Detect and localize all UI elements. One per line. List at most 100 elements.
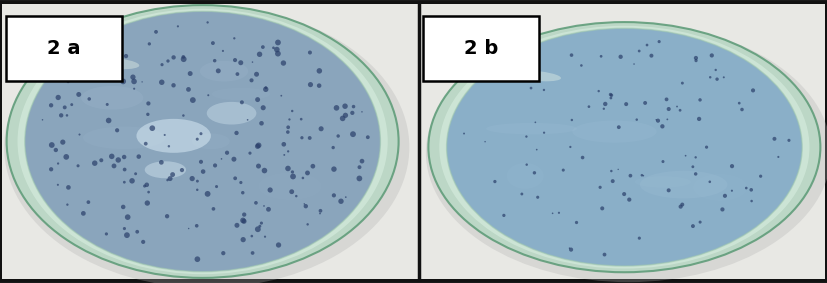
Point: [138, 184, 151, 188]
Point: [332, 134, 345, 138]
Point: [717, 75, 730, 80]
Ellipse shape: [136, 119, 211, 153]
Point: [182, 226, 195, 231]
Point: [652, 118, 665, 123]
Ellipse shape: [83, 127, 165, 149]
Point: [314, 127, 327, 131]
FancyBboxPatch shape: [423, 16, 539, 81]
Point: [694, 220, 707, 224]
Point: [155, 80, 169, 85]
Point: [119, 54, 132, 58]
Point: [515, 192, 528, 196]
Point: [565, 247, 578, 252]
Point: [45, 103, 58, 108]
Point: [206, 41, 219, 45]
Point: [289, 194, 303, 198]
Point: [230, 131, 243, 135]
Point: [628, 62, 641, 66]
Point: [306, 164, 319, 168]
Point: [171, 24, 184, 29]
Point: [141, 201, 154, 205]
Point: [339, 113, 352, 118]
Point: [479, 140, 492, 144]
Point: [564, 145, 577, 149]
Point: [689, 155, 702, 160]
Point: [531, 195, 544, 200]
Point: [618, 192, 631, 196]
Point: [606, 179, 619, 183]
Point: [595, 54, 608, 59]
Point: [327, 145, 340, 150]
Point: [185, 176, 198, 181]
Point: [252, 143, 265, 147]
Ellipse shape: [25, 11, 380, 272]
Point: [228, 58, 241, 62]
Point: [146, 126, 159, 130]
Ellipse shape: [88, 57, 139, 69]
Point: [327, 193, 341, 198]
Point: [518, 76, 531, 80]
Point: [237, 218, 250, 223]
Point: [645, 53, 658, 58]
Point: [719, 194, 732, 198]
Point: [689, 56, 702, 60]
Point: [744, 188, 758, 192]
Point: [662, 107, 676, 111]
Point: [155, 63, 169, 67]
Point: [142, 190, 155, 194]
Point: [251, 144, 265, 149]
Point: [595, 206, 609, 211]
Point: [686, 164, 700, 169]
Point: [162, 144, 175, 149]
Point: [497, 213, 510, 218]
Point: [258, 168, 271, 173]
Point: [264, 188, 277, 192]
Point: [528, 171, 541, 175]
Point: [186, 98, 199, 102]
Point: [167, 83, 180, 87]
Point: [735, 107, 748, 112]
Point: [605, 93, 618, 98]
Point: [202, 93, 215, 98]
Point: [140, 183, 153, 187]
Point: [281, 125, 294, 130]
Point: [95, 57, 108, 61]
Ellipse shape: [507, 163, 543, 189]
Ellipse shape: [439, 26, 810, 269]
Point: [285, 189, 299, 194]
Point: [120, 233, 133, 237]
Point: [520, 162, 533, 167]
Point: [58, 105, 71, 110]
Point: [166, 172, 179, 177]
Point: [194, 131, 208, 136]
Point: [347, 104, 360, 109]
Point: [624, 173, 637, 178]
Point: [270, 47, 284, 52]
Point: [286, 174, 299, 179]
Point: [237, 212, 251, 217]
Point: [194, 160, 208, 164]
Point: [676, 81, 689, 85]
Ellipse shape: [634, 176, 691, 188]
Point: [709, 68, 722, 72]
Point: [716, 207, 729, 212]
Point: [339, 195, 352, 200]
Point: [313, 68, 326, 73]
Point: [704, 75, 717, 80]
Point: [61, 79, 74, 84]
Point: [252, 164, 265, 168]
Point: [313, 83, 326, 88]
Point: [747, 88, 760, 93]
Point: [51, 95, 65, 100]
Point: [671, 104, 684, 109]
Point: [257, 204, 270, 208]
Point: [253, 52, 266, 57]
Point: [739, 186, 753, 190]
Point: [294, 117, 308, 121]
Point: [565, 118, 578, 122]
Point: [158, 133, 171, 137]
Ellipse shape: [510, 70, 561, 81]
Point: [207, 207, 220, 211]
Point: [231, 223, 244, 228]
Point: [231, 72, 244, 76]
